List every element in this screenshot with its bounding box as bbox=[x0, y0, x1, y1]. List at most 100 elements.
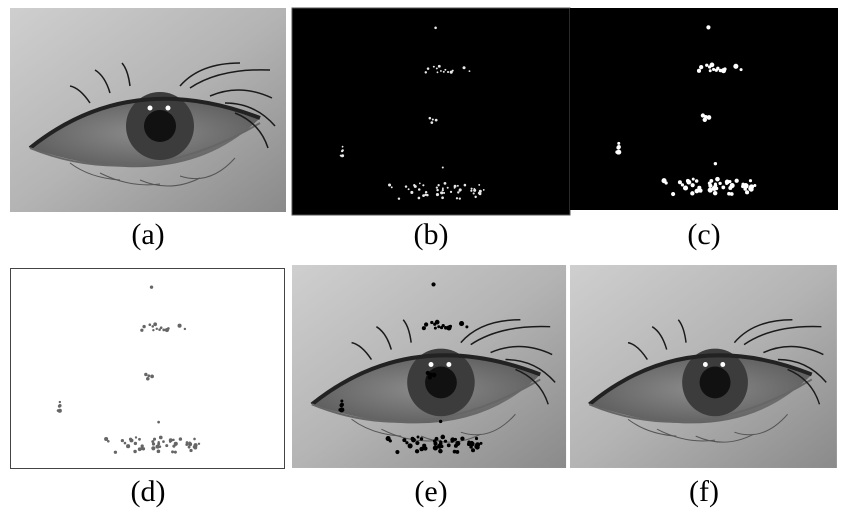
detected-dot bbox=[391, 186, 393, 188]
detected-dot bbox=[410, 191, 413, 194]
detected-dot bbox=[157, 450, 161, 454]
detected-dot bbox=[459, 190, 461, 192]
detected-dot bbox=[681, 183, 684, 186]
detected-dot bbox=[699, 65, 703, 69]
detected-dot bbox=[398, 197, 400, 199]
detected-dot bbox=[151, 325, 154, 328]
detected-dot bbox=[463, 66, 466, 69]
detected-dot bbox=[447, 187, 449, 189]
detected-dot bbox=[121, 439, 124, 442]
detected-dot bbox=[471, 448, 475, 452]
detected-dot bbox=[715, 177, 720, 182]
detected-dot bbox=[425, 191, 427, 193]
panel-c-image bbox=[570, 8, 838, 210]
detected-dot bbox=[686, 179, 690, 183]
detected-dot bbox=[442, 166, 444, 168]
detected-dot bbox=[707, 115, 712, 120]
detected-dot bbox=[133, 450, 136, 453]
detected-dot bbox=[341, 154, 344, 157]
detected-dot bbox=[59, 401, 61, 403]
detected-dot bbox=[433, 442, 437, 446]
detected-dot bbox=[188, 442, 192, 446]
figure: (a) (b) (c) (d) (e) (f) bbox=[0, 0, 843, 516]
detected-dot bbox=[58, 405, 61, 408]
detected-dot bbox=[422, 326, 426, 330]
detected-dot bbox=[464, 184, 467, 187]
panel-label: (a) bbox=[131, 218, 164, 251]
detected-dot bbox=[178, 324, 182, 328]
detected-dot bbox=[151, 446, 155, 450]
detected-dot bbox=[483, 189, 485, 191]
detected-dot bbox=[437, 184, 439, 186]
panel-b-image bbox=[292, 8, 570, 215]
detected-dot bbox=[450, 437, 455, 442]
panel-a-image bbox=[10, 8, 286, 212]
detected-dot bbox=[469, 441, 474, 446]
detected-dot bbox=[714, 184, 718, 188]
detected-dot bbox=[453, 450, 457, 454]
detected-dot bbox=[174, 443, 177, 446]
detected-dot bbox=[153, 322, 157, 326]
detected-dot bbox=[456, 442, 460, 446]
detected-dot bbox=[439, 442, 443, 446]
detected-dot bbox=[456, 197, 458, 199]
detected-dot bbox=[444, 69, 446, 71]
detected-dot bbox=[709, 69, 712, 72]
detected-dot bbox=[150, 285, 153, 288]
detected-dot bbox=[447, 71, 449, 73]
detected-dot bbox=[341, 150, 343, 152]
detected-dot bbox=[430, 321, 433, 324]
detected-dot bbox=[138, 447, 142, 451]
detected-dot bbox=[342, 146, 344, 148]
detected-dot bbox=[443, 192, 445, 194]
panel-label: (b) bbox=[414, 218, 449, 251]
detected-dot bbox=[450, 191, 452, 193]
detected-dot bbox=[198, 443, 200, 445]
detected-dot bbox=[339, 403, 343, 407]
detected-dot bbox=[442, 189, 444, 191]
detected-dot bbox=[480, 442, 483, 445]
detected-dot bbox=[457, 191, 459, 193]
detected-dot bbox=[452, 70, 454, 72]
detected-dot bbox=[473, 189, 476, 192]
detected-dot bbox=[740, 68, 743, 71]
detected-dot bbox=[174, 451, 177, 454]
detected-dot bbox=[395, 450, 399, 454]
detected-dot bbox=[171, 450, 174, 453]
detected-dot bbox=[435, 119, 438, 122]
detected-dot bbox=[436, 193, 439, 196]
detected-dot bbox=[715, 69, 718, 72]
detected-dot bbox=[471, 188, 473, 190]
detected-dot bbox=[473, 192, 475, 194]
detected-dot bbox=[479, 192, 482, 195]
detected-dot bbox=[184, 328, 186, 330]
detected-dot bbox=[436, 187, 438, 189]
detected-dot bbox=[340, 400, 343, 403]
detected-dot bbox=[415, 449, 419, 453]
detected-dot bbox=[727, 192, 731, 196]
detected-dot bbox=[428, 375, 432, 379]
detected-dot bbox=[152, 329, 154, 331]
detected-dot bbox=[167, 327, 170, 330]
detected-dot bbox=[153, 438, 156, 441]
detected-dot bbox=[156, 328, 158, 330]
page: Eye figure panels {"figure": {"panels": … bbox=[0, 0, 843, 516]
detected-dot bbox=[459, 197, 461, 199]
detected-dot bbox=[159, 436, 163, 440]
panel-e-image bbox=[292, 265, 566, 468]
detected-dot bbox=[459, 321, 464, 326]
detected-dot bbox=[434, 27, 437, 30]
detected-dot bbox=[158, 328, 161, 331]
detected-dot bbox=[408, 188, 410, 190]
detected-dot bbox=[725, 179, 730, 184]
detected-dot bbox=[436, 189, 438, 191]
detected-dot bbox=[616, 146, 620, 150]
detected-dot bbox=[442, 187, 444, 189]
detected-dot bbox=[478, 184, 480, 186]
panel-label: (e) bbox=[414, 475, 447, 508]
detected-dot bbox=[58, 409, 62, 413]
detected-dot bbox=[444, 440, 447, 443]
detected-dot bbox=[129, 438, 132, 441]
detected-dot bbox=[665, 181, 668, 184]
detected-dot bbox=[437, 71, 439, 73]
